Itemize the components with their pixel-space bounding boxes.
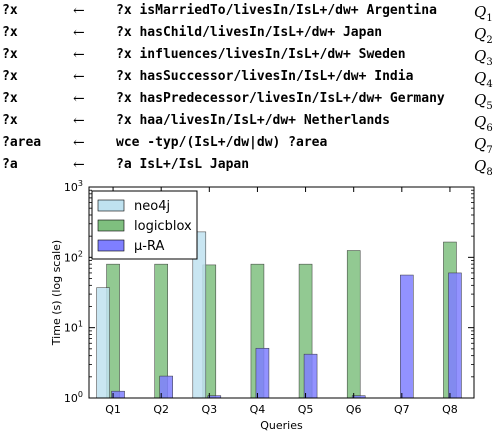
query-expression: ?x influences/livesIn/IsL+/dw+ Sweden: [116, 47, 406, 62]
bar-q4-series-2: [255, 347, 270, 399]
query-arrow: ←: [73, 3, 85, 19]
query-expression: ?x haa/livesIn/IsL+/dw+ Netherlands: [116, 113, 390, 128]
legend-label-neo4j: neo4j: [134, 199, 170, 214]
x-tick-label-q1: Q1: [105, 403, 121, 416]
query-label: Q2: [474, 25, 493, 46]
bars-group: [96, 231, 462, 399]
query-var: ?area: [2, 135, 42, 150]
query-var: ?x: [2, 25, 18, 40]
y-tick-label: 100: [64, 390, 83, 405]
query-label: Q5: [474, 91, 493, 112]
x-tick-label-q4: Q4: [250, 403, 266, 416]
query-row: ?x ← ?x hasPredecessor/livesIn/IsL+/dw+ …: [0, 91, 499, 113]
query-row: ?x ← ?x hasSuccessor/livesIn/IsL+/dw+ In…: [0, 69, 499, 91]
bar-q6-series-1: [346, 250, 361, 399]
x-tick-label-q3: Q3: [201, 403, 217, 416]
query-label: Q3: [474, 47, 493, 68]
x-tick-label-q6: Q6: [346, 403, 362, 416]
bar-q8-series-2: [448, 272, 462, 399]
y-tick-label: 101: [64, 320, 83, 335]
query-arrow: ←: [73, 135, 85, 151]
query-label: Q8: [474, 157, 493, 178]
x-tick-label-q5: Q5: [298, 403, 314, 416]
query-arrow: ←: [73, 91, 85, 107]
query-expression: ?x hasSuccessor/livesIn/IsL+/dw+ India: [116, 69, 414, 84]
query-arrow: ←: [73, 25, 85, 41]
query-expression: ?x hasPredecessor/livesIn/IsL+/dw+ Germa…: [116, 91, 445, 106]
y-tick-label: 102: [64, 249, 83, 264]
bar-q1-series-0: [96, 287, 110, 399]
query-row: ?a ← ?a IsL+/IsL Japan Q8: [0, 157, 499, 179]
query-expression: ?a IsL+/IsL Japan: [116, 157, 250, 172]
y-tick-label: 103: [64, 179, 83, 194]
query-var: ?x: [2, 3, 18, 18]
plot-frame: [88, 186, 475, 399]
query-row: ?area ← wce -typ/(IsL+/dw|dw) ?area Q7: [0, 135, 499, 157]
legend-label-logicblox: logicblox: [134, 219, 192, 234]
query-row: ?x ← ?x influences/livesIn/IsL+/dw+ Swed…: [0, 47, 499, 69]
x-tick-label-q7: Q7: [394, 403, 410, 416]
legend: neo4j logicblox μ-RA: [91, 190, 198, 260]
query-arrow: ←: [73, 69, 85, 85]
query-row: ?x ← ?x haa/livesIn/IsL+/dw+ Netherlands…: [0, 113, 499, 135]
query-var: ?x: [2, 91, 18, 106]
query-row: ?x ← ?x isMarriedTo/livesIn/IsL+/dw+ Arg…: [0, 3, 499, 25]
query-label: Q4: [474, 69, 493, 90]
legend-label-mu-ra: μ-RA: [134, 239, 164, 254]
ticks-group: 100 101 102 103 Q1 Q2 Q3 Q4 Q5 Q6 Q7 Q8: [64, 179, 474, 416]
query-label: Q1: [474, 3, 493, 24]
x-axis-label: Queries: [260, 419, 303, 432]
query-expression: ?x hasChild/livesIn/IsL+/dw+ Japan: [116, 25, 383, 40]
legend-swatch-logicblox: [97, 219, 125, 232]
x-tick-label-q8: Q8: [442, 403, 458, 416]
x-tick-label-q2: Q2: [153, 403, 169, 416]
y-axis-label: Time (s) (log scale): [50, 240, 63, 346]
query-expression: wce -typ/(IsL+/dw|dw) ?area: [116, 135, 328, 150]
query-expression: ?x isMarriedTo/livesIn/IsL+/dw+ Argentin…: [116, 3, 437, 18]
legend-swatch-mu-ra: [97, 239, 125, 252]
bar-q7-series-2: [400, 274, 414, 399]
query-var: ?a: [2, 157, 18, 172]
legend-swatch-neo4j: [97, 199, 125, 212]
query-row: ?x ← ?x hasChild/livesIn/IsL+/dw+ Japan …: [0, 25, 499, 47]
query-arrow: ←: [73, 113, 85, 129]
query-var: ?x: [2, 69, 18, 84]
query-var: ?x: [2, 47, 18, 62]
query-arrow: ←: [73, 47, 85, 63]
query-label: Q6: [474, 113, 493, 134]
bar-q5-series-2: [303, 353, 318, 399]
query-var: ?x: [2, 113, 18, 128]
query-arrow: ←: [73, 157, 85, 173]
query-label: Q7: [474, 135, 493, 156]
